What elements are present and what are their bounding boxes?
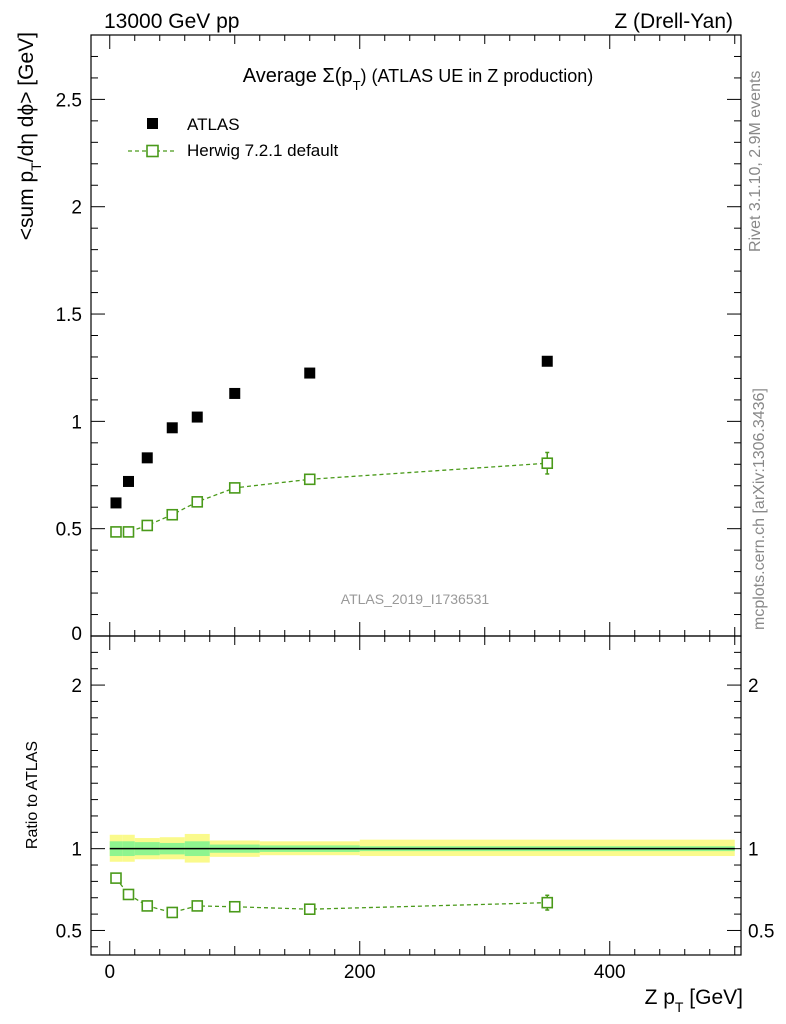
atlas-data-point (141, 452, 153, 464)
herwig-data-point (141, 519, 154, 532)
atlas-data-point (191, 411, 203, 423)
herwig-data-point (122, 526, 135, 538)
legend-atlas-label: ATLAS (187, 115, 240, 134)
ratio-y-tick-label-right: 1 (748, 840, 759, 861)
analysis-watermark: ATLAS_2019_I1736531 (341, 591, 490, 607)
legend-atlas-marker (147, 118, 158, 129)
herwig-ratio-data-point (303, 903, 316, 915)
main-title: Average Σ(pT) (ATLAS UE in Z production) (243, 65, 594, 93)
main-y-tick-label: 2 (71, 198, 82, 219)
herwig-ratio-data-point (122, 888, 135, 901)
main-title-sigma: Σ(p (322, 65, 352, 87)
x-axis-label-pre: Z p (645, 986, 675, 1009)
main-title-sub: T (353, 78, 361, 93)
rivet-version-label: Rivet 3.1.10, 2.9M events (747, 71, 764, 252)
herwig-ratio-data-point (541, 896, 554, 909)
x-axis-label-sub: T (675, 999, 684, 1015)
main-panel: 0.5 1 1.5 2 2.5 0 (56, 34, 742, 645)
herwig-ratio-data-point (141, 900, 154, 912)
x-tick-label: 0 (104, 962, 115, 983)
main-title-pre: Average (243, 65, 323, 87)
herwig-data-point (191, 496, 204, 508)
x-tick-label: 400 (594, 962, 626, 983)
ratio-y-tick-label-right: 2 (748, 676, 759, 697)
main-y-axis-label-post: /dη dϕ> [GeV] (15, 32, 38, 162)
ratio-y-tick-label-left: 2 (71, 676, 82, 697)
main-y-axis-label-sub: T (28, 162, 44, 171)
ratio-panel: 0 200 400 0.5 0.5 1 1 2 2 (56, 635, 774, 983)
legend: ATLAS Herwig 7.2.1 default (128, 115, 338, 160)
main-y-tick-label-zero: 0 (71, 624, 82, 645)
herwig-ratio-line (115, 877, 548, 914)
header-right-label: Z (Drell-Yan) (614, 10, 733, 33)
ratio-y-tick-label-left: 1 (71, 840, 82, 861)
atlas-data-point (123, 475, 134, 487)
main-y-tick-label: 1.5 (56, 305, 82, 326)
x-axis-label: Z pT [GeV] (645, 986, 743, 1015)
atlas-data-point (304, 367, 316, 379)
ratio-y-axis-label: Ratio to ATLAS (24, 741, 41, 849)
atlas-data-point (541, 355, 553, 367)
legend-herwig-label: Herwig 7.2.1 default (187, 141, 338, 160)
main-title-post: ) (ATLAS UE in Z production) (361, 66, 594, 86)
atlas-data-point (229, 387, 241, 399)
x-tick-label: 200 (344, 962, 376, 983)
herwig-ratio-data-point (191, 900, 204, 912)
herwig-ratio-data-point (110, 872, 122, 884)
herwig-ratio-data-point (228, 900, 241, 913)
ratio-y-tick-label-right: 0.5 (748, 921, 774, 942)
main-y-tick-label: 2.5 (56, 90, 82, 111)
x-axis-label-post: [GeV] (683, 986, 743, 1009)
herwig-data-point (303, 473, 316, 486)
ratio-plot-frame (90, 635, 742, 956)
header-left-label: 13000 GeV pp (104, 10, 239, 33)
atlas-data-point (166, 422, 178, 434)
herwig-data-point (541, 457, 554, 470)
herwig-data-point (110, 526, 122, 538)
herwig-data-point (228, 482, 241, 494)
main-y-tick-label: 1 (71, 412, 82, 433)
main-y-axis-label: <sum pT/dη dϕ> [GeV] (15, 32, 44, 240)
atlas-data-point (110, 497, 122, 509)
main-y-axis-label-pre: <sum p (15, 171, 38, 240)
herwig-ratio-data-point (166, 906, 179, 919)
herwig-line (116, 462, 548, 533)
herwig-data-point (166, 508, 179, 521)
mcplots-reference-label: mcplots.cern.ch [arXiv:1306.3436] (751, 388, 768, 630)
ratio-y-tick-label-left: 0.5 (56, 921, 82, 942)
legend-herwig-marker (146, 144, 159, 158)
main-y-tick-label: 0.5 (56, 520, 82, 541)
